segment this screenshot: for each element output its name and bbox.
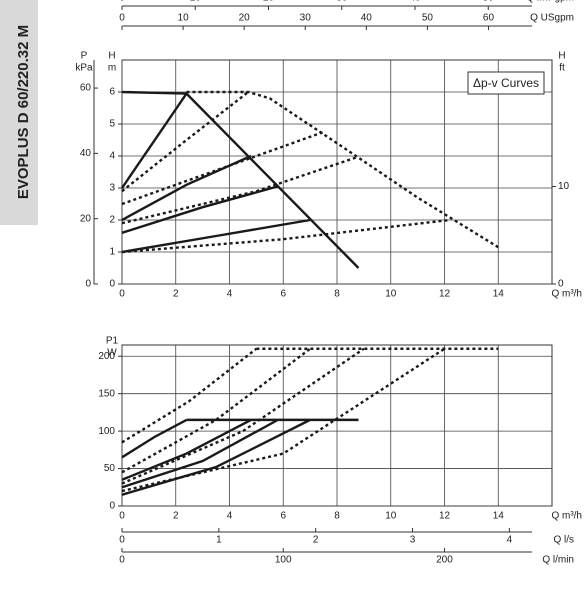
curve <box>121 347 258 444</box>
extra-tick-label: 10 <box>190 0 202 4</box>
y-tick-label: 4 <box>109 151 115 162</box>
right-tick-label: 0 <box>558 279 564 290</box>
extra-tick-label: 10 <box>178 13 190 24</box>
extra-tick-label: 0 <box>119 555 125 566</box>
right-axis-unit: ft <box>559 63 565 74</box>
y-tick-label: 1 <box>109 247 115 258</box>
y-tick-label: 200 <box>98 351 115 362</box>
x-tick-label: 4 <box>227 511 233 522</box>
x-tick-label: 12 <box>439 511 451 522</box>
curve <box>121 418 252 481</box>
extra-tick-label: 2 <box>313 535 319 546</box>
annotation-box <box>467 71 545 95</box>
x-tick-label: 14 <box>493 289 505 300</box>
extra-tick-label: 3 <box>410 535 416 546</box>
x-tick-label: 4 <box>227 289 233 300</box>
extra-tick-label: 4 <box>507 535 513 546</box>
y-tick-label: 150 <box>98 388 115 399</box>
curve <box>121 90 360 269</box>
x-tick-label: 6 <box>280 511 286 522</box>
extra-tick-label: 100 <box>275 555 292 566</box>
extra-tick-label: 30 <box>300 13 312 24</box>
extra-tick-label: 40 <box>409 0 421 4</box>
y-tick-label: 3 <box>109 183 115 194</box>
right-tick-label: 10 <box>558 181 570 192</box>
curve <box>121 130 324 206</box>
curve <box>121 92 188 189</box>
y-tick-label: 2 <box>109 215 115 226</box>
x-tick-label: 0 <box>119 511 125 522</box>
extra-tick-label: 50 <box>422 13 434 24</box>
curve <box>121 418 188 459</box>
curve <box>186 90 499 249</box>
x-tick-label: 12 <box>439 289 451 300</box>
extra-tick-label: 30 <box>336 0 348 4</box>
extra-axis-label: Q USgpm <box>530 13 574 24</box>
curve <box>121 91 250 193</box>
curve <box>121 218 311 254</box>
left-tick-label: 20 <box>80 213 92 224</box>
annotation: Δp-v Curves <box>473 76 539 90</box>
y-tick-label: 100 <box>98 426 115 437</box>
curve <box>121 347 365 485</box>
left-tick-label: 0 <box>85 279 91 290</box>
extra-tick-label: 60 <box>483 13 495 24</box>
curve <box>121 156 357 225</box>
curve <box>121 347 311 474</box>
y-axis-label: H <box>108 51 115 62</box>
y-axis-unit: m <box>108 63 116 74</box>
y-tick-label: 0 <box>109 279 115 290</box>
x-tick-label: 2 <box>173 511 179 522</box>
left-axis-unit: kPa <box>75 63 93 74</box>
extra-tick-label: 1 <box>216 535 222 546</box>
extra-tick-label: 200 <box>436 555 453 566</box>
extra-tick-label: 20 <box>263 0 275 4</box>
y-tick-label: 0 <box>109 501 115 512</box>
extra-tick-label: 40 <box>361 13 373 24</box>
left-tick-label: 40 <box>80 148 92 159</box>
sidebar <box>0 0 38 225</box>
left-tick-label: 60 <box>80 83 92 94</box>
extra-tick-label: 20 <box>239 13 251 24</box>
extra-axis-label: Q IMPgpm <box>526 0 574 4</box>
y-axis-label: P1 <box>106 336 119 347</box>
extra-tick-label: 50 <box>483 0 495 4</box>
x-axis-label: Q m³/h <box>551 511 582 522</box>
extra-tick-label: 0 <box>119 0 125 4</box>
x-tick-label: 10 <box>385 511 397 522</box>
left-axis-label: P <box>81 51 88 62</box>
x-tick-label: 8 <box>334 289 340 300</box>
extra-tick-label: 0 <box>119 535 125 546</box>
curve <box>121 347 446 493</box>
y-tick-label: 6 <box>109 87 115 98</box>
right-axis-label: H <box>558 51 565 62</box>
curve <box>121 418 311 496</box>
x-tick-label: 8 <box>334 511 340 522</box>
x-tick-label: 2 <box>173 289 179 300</box>
y-tick-label: 50 <box>104 463 116 474</box>
x-tick-label: 14 <box>493 511 505 522</box>
extra-axis-label: Q l/s <box>553 535 574 546</box>
x-tick-label: 0 <box>119 289 125 300</box>
x-axis-label: Q m³/h <box>551 289 582 300</box>
y-axis-unit: W <box>107 348 117 359</box>
y-tick-label: 5 <box>109 119 115 130</box>
x-tick-label: 10 <box>385 289 397 300</box>
sidebar-title: EVOPLUS D 60/220.32 M <box>15 25 32 199</box>
curve <box>121 418 279 489</box>
extra-tick-label: 0 <box>119 13 125 24</box>
extra-axis-label: Q l/min <box>542 555 574 566</box>
x-tick-label: 6 <box>280 289 286 300</box>
curve <box>121 185 279 234</box>
